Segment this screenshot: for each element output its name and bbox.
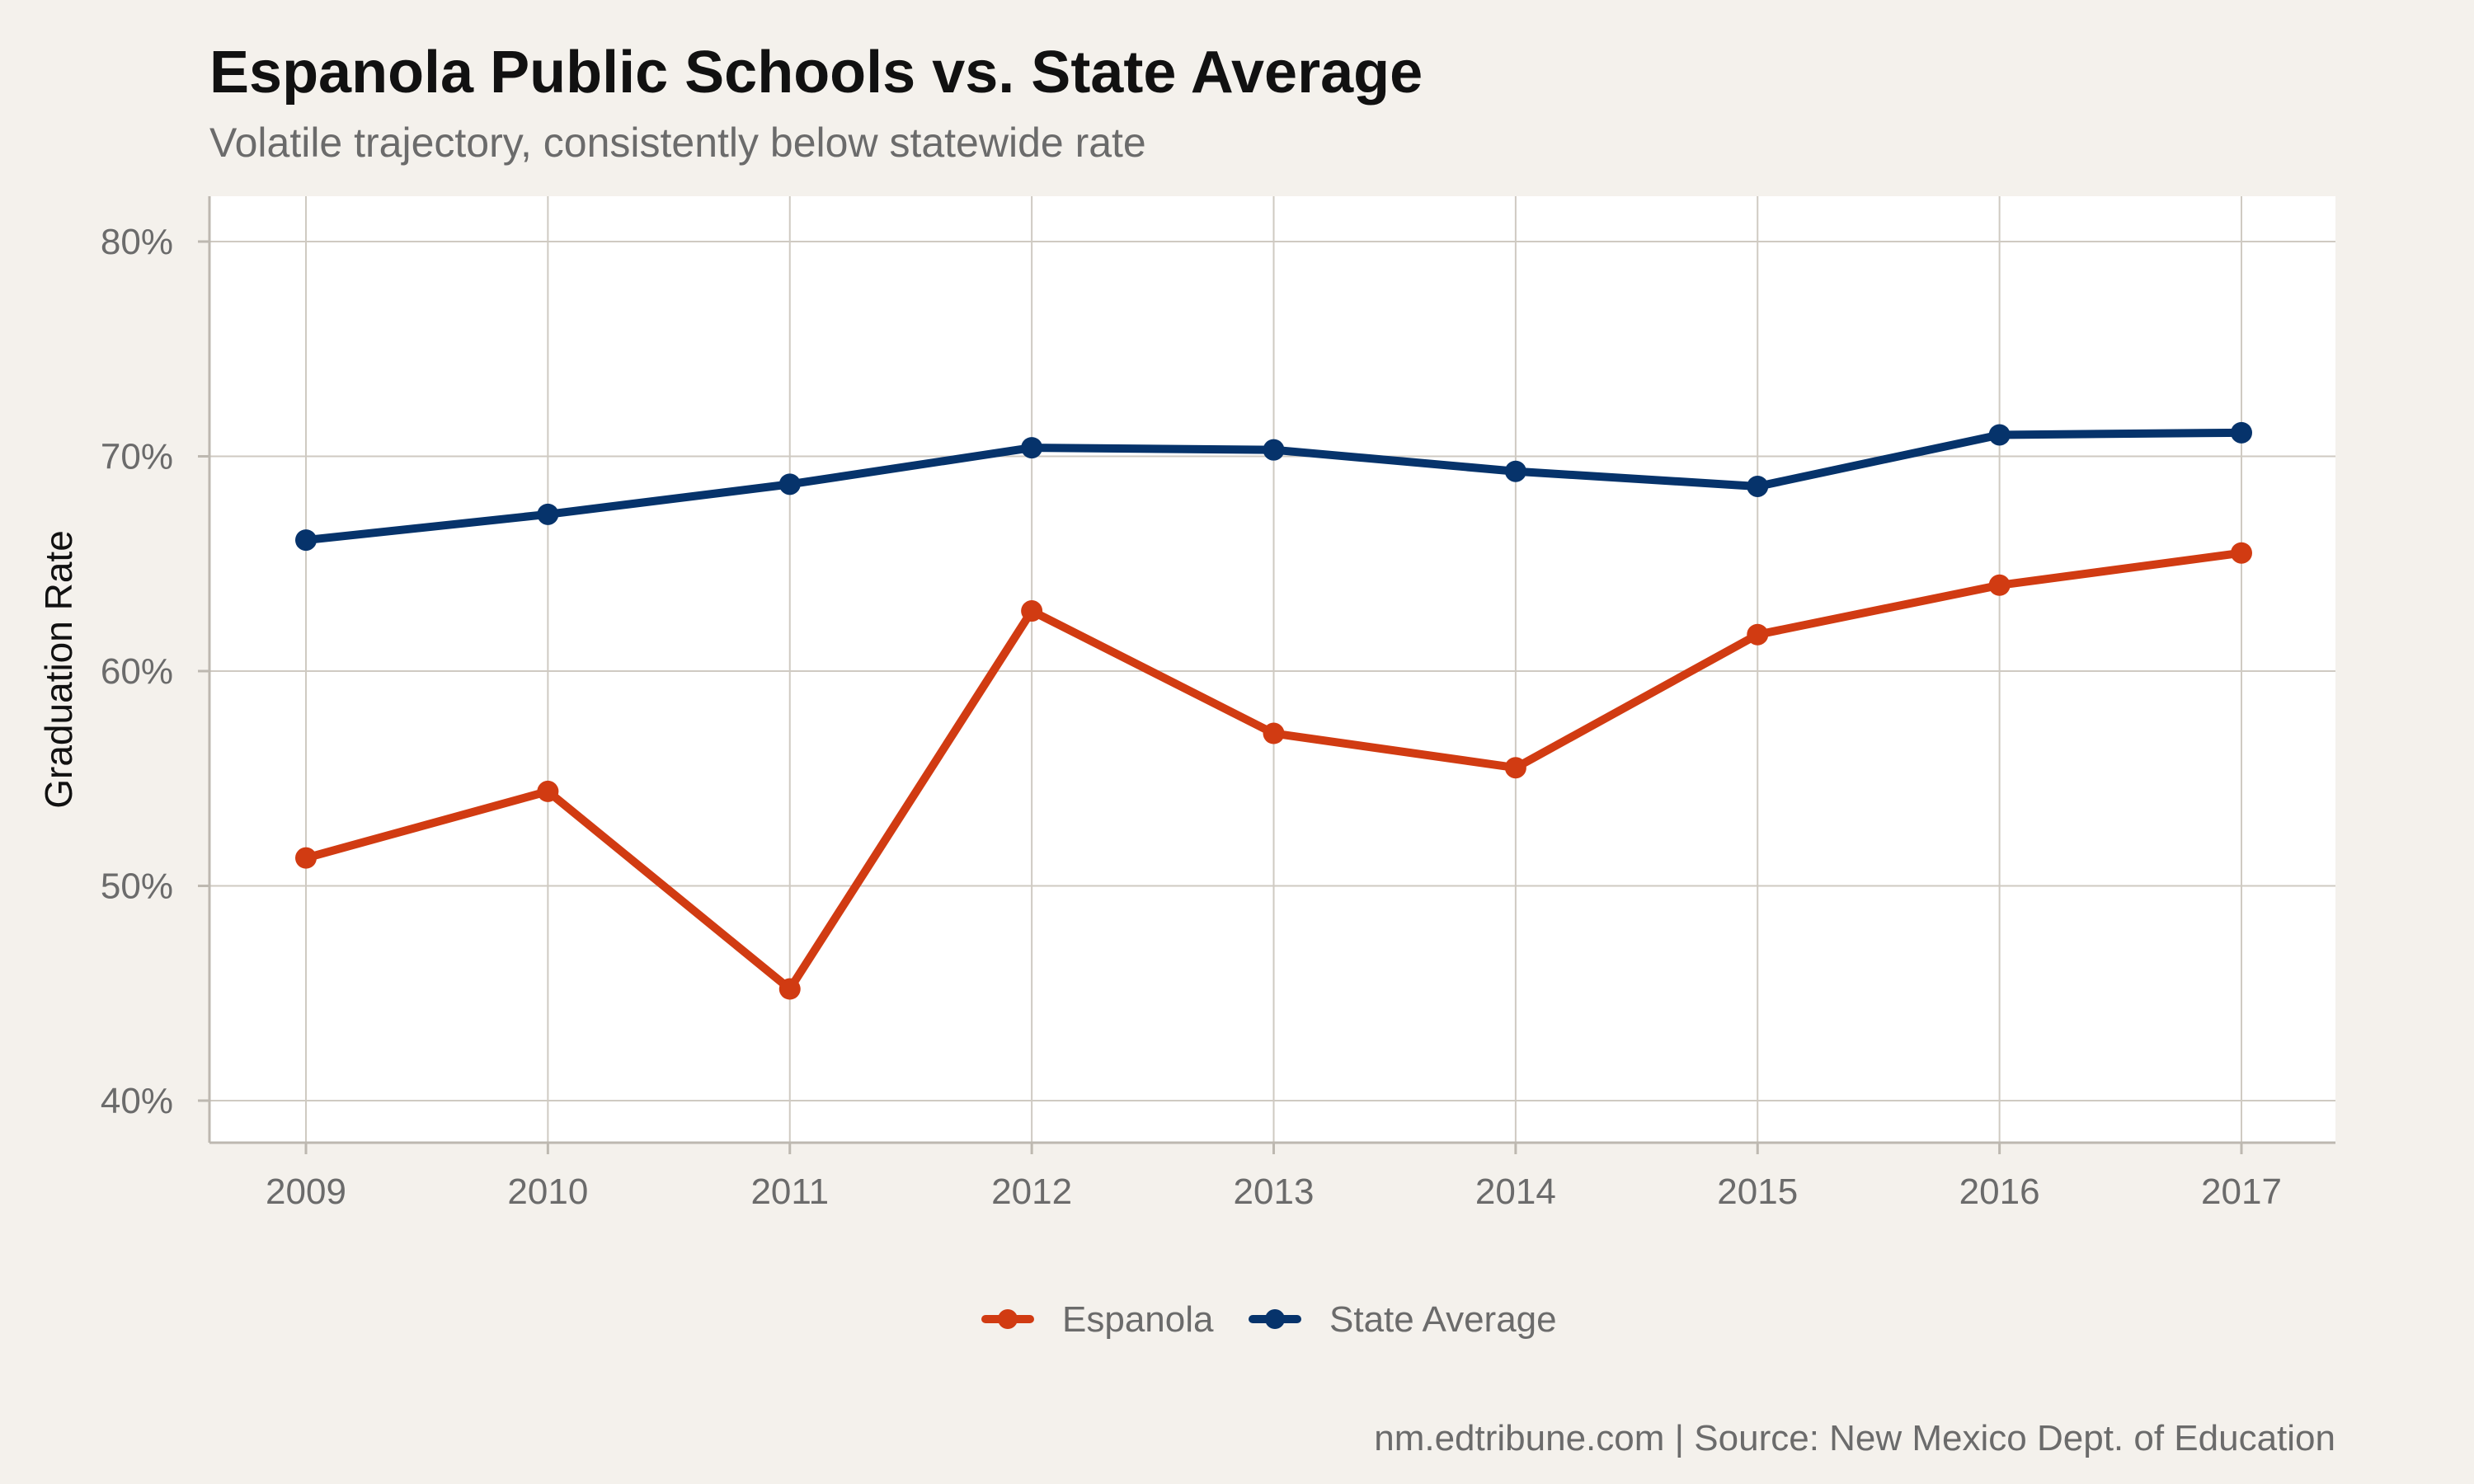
data-point — [1747, 475, 1769, 497]
data-point — [1504, 460, 1526, 482]
y-tick-labels: 40% 50% 60% 70% 80% — [101, 222, 173, 1121]
data-point — [1263, 439, 1285, 461]
chart-subtitle: Volatile trajectory, consistently below … — [209, 120, 1146, 166]
x-tick-label: 2015 — [1717, 1172, 1798, 1212]
legend-point-key — [998, 1309, 1018, 1329]
legend-item: State Average — [1249, 1299, 1557, 1340]
data-point — [537, 780, 559, 802]
legend-item: Espanola — [981, 1299, 1214, 1340]
data-point — [1021, 600, 1043, 622]
legend-label: Espanola — [1062, 1299, 1214, 1340]
data-point — [537, 503, 559, 525]
grid-layer — [198, 196, 2335, 1154]
chart-title: Espanola Public Schools vs. State Averag… — [209, 40, 1423, 106]
data-point — [1504, 757, 1526, 779]
data-point — [2231, 421, 2252, 444]
y-tick-label: 40% — [101, 1081, 173, 1121]
data-point — [778, 473, 801, 495]
y-tick-label: 70% — [101, 437, 173, 477]
x-tick-label: 2009 — [266, 1172, 346, 1212]
x-tick-label: 2013 — [1234, 1172, 1315, 1212]
y-tick-label: 60% — [101, 651, 173, 692]
y-tick-label: 50% — [101, 866, 173, 907]
x-tick-labels: 2009 2010 2011 2012 2013 2014 2015 2016 2017 — [266, 1172, 2282, 1212]
x-tick-label: 2012 — [991, 1172, 1072, 1212]
legend: Espanola State Average — [981, 1299, 1557, 1340]
y-tick-label: 80% — [101, 222, 173, 262]
data-point — [1988, 424, 2011, 446]
data-point — [1263, 722, 1285, 744]
data-point — [295, 847, 317, 869]
series-layer — [295, 421, 2252, 1000]
data-point — [1988, 574, 2011, 596]
series-espanola — [295, 542, 2252, 1000]
y-axis-title: Graduation Rate — [37, 530, 80, 809]
x-tick-label: 2014 — [1475, 1172, 1556, 1212]
chart-caption: nm.edtribune.com | Source: New Mexico De… — [1374, 1418, 2335, 1458]
series-state-average — [295, 421, 2252, 552]
x-tick-label: 2016 — [1959, 1172, 2040, 1212]
data-point — [2231, 542, 2252, 564]
x-tick-label: 2011 — [750, 1172, 829, 1212]
data-point — [778, 978, 801, 1000]
data-point — [1747, 623, 1769, 646]
data-point — [1021, 437, 1043, 459]
legend-label: State Average — [1329, 1299, 1557, 1340]
plot-panel — [209, 196, 2335, 1143]
x-tick-label: 2017 — [2201, 1172, 2282, 1212]
data-point — [295, 529, 317, 552]
legend-point-key — [1265, 1309, 1285, 1329]
x-tick-label: 2010 — [507, 1172, 588, 1212]
